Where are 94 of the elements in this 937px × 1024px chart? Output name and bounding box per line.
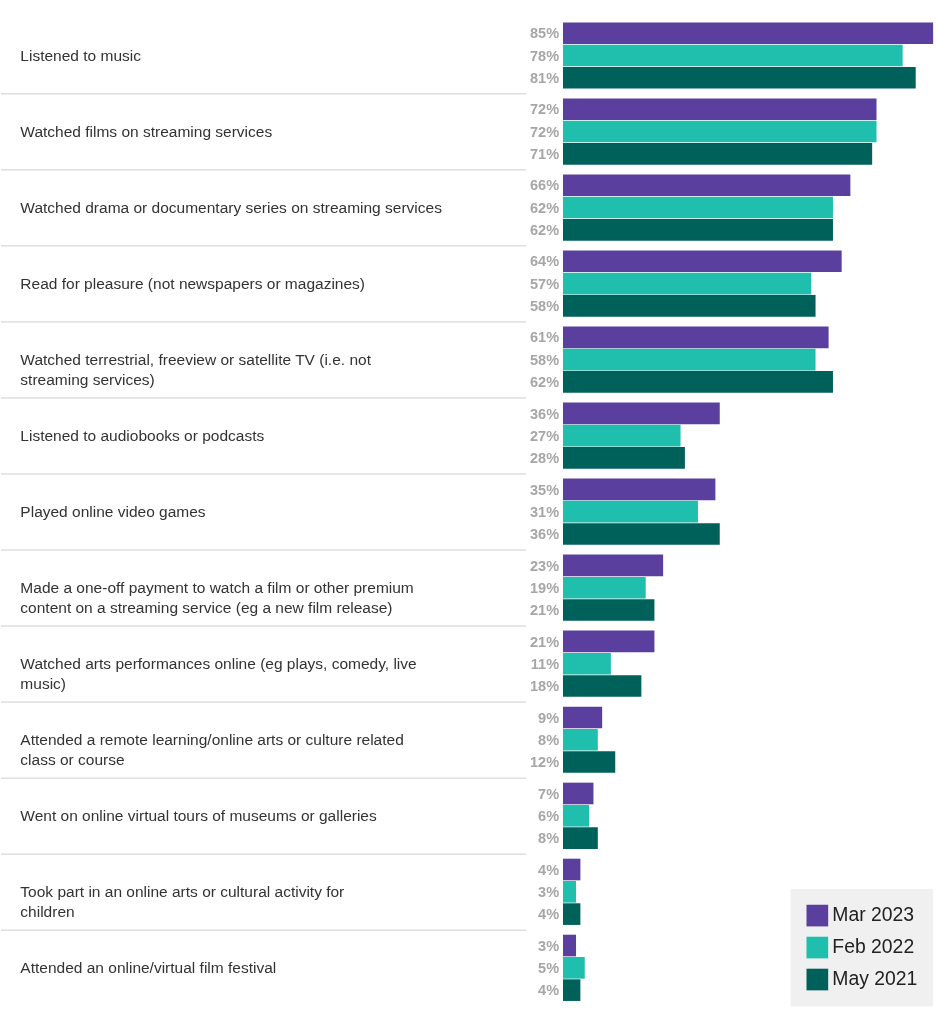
data-label: 5% <box>538 960 560 977</box>
y-tick-label: Watched drama or documentary series on streaming services <box>20 198 443 216</box>
data-label: 81% <box>530 69 560 86</box>
data-label: 3% <box>538 937 560 954</box>
bar <box>562 782 594 805</box>
y-tick-label: Went on online virtual tours of museums or galleries <box>20 806 377 824</box>
data-label: 66% <box>530 177 560 194</box>
bar <box>562 554 664 577</box>
y-tick-label: Watched films on streaming services <box>20 122 273 140</box>
bar <box>562 599 655 621</box>
data-label: 61% <box>530 329 560 346</box>
data-label: 85% <box>530 25 560 42</box>
y-tick-label: Attended a remote learning/online arts or culture related class or course <box>20 730 404 769</box>
data-label: 58% <box>530 298 560 315</box>
bar <box>562 174 851 197</box>
bar <box>562 500 698 523</box>
bar <box>562 196 833 219</box>
legend-label: Mar 2023 <box>832 903 915 926</box>
bar <box>562 706 603 729</box>
data-label: 8% <box>538 731 560 748</box>
data-label: 9% <box>538 709 560 726</box>
bar <box>562 424 681 447</box>
bar <box>562 903 581 925</box>
bar <box>562 880 577 903</box>
bar <box>562 804 590 827</box>
data-label: 6% <box>538 807 560 824</box>
data-label: 23% <box>530 557 560 574</box>
data-label: 72% <box>530 101 560 118</box>
data-label: 4% <box>538 982 560 999</box>
y-tick-label: Watched arts performances online (eg plays, comedy, live music) <box>20 654 417 693</box>
bar <box>562 827 598 849</box>
bar <box>562 728 598 751</box>
y-tick-label: Listened to audiobooks or podcasts <box>20 426 265 444</box>
data-label: 58% <box>530 351 560 368</box>
bar <box>562 478 716 501</box>
bar <box>562 295 816 317</box>
data-label: 62% <box>530 222 560 239</box>
data-label: 21% <box>530 602 560 619</box>
data-label: 21% <box>530 633 560 650</box>
y-tick-label: Watched terrestrial, freeview or satellite TV (i.e. not streaming services) <box>20 350 372 389</box>
bar <box>562 44 903 67</box>
data-label: 4% <box>538 906 560 923</box>
bar <box>562 751 616 773</box>
bar <box>562 219 833 241</box>
bar <box>562 272 812 295</box>
bar <box>562 143 873 165</box>
data-label: 18% <box>530 678 560 695</box>
data-label: 62% <box>530 374 560 391</box>
bar <box>562 348 816 371</box>
bar <box>562 326 829 349</box>
data-label: 71% <box>530 146 560 163</box>
data-label: 72% <box>530 123 560 140</box>
bar <box>562 447 685 469</box>
y-tick-label: Took part in an online arts or cultural activity for children <box>20 882 345 921</box>
bar <box>562 523 720 545</box>
data-label: 19% <box>530 579 560 596</box>
bar <box>562 652 611 675</box>
data-label: 28% <box>530 450 560 467</box>
data-label: 57% <box>530 275 560 292</box>
bar <box>562 675 642 697</box>
bar <box>562 250 842 273</box>
y-tick-label: Read for pleasure (not newspapers or magazines) <box>20 274 365 292</box>
bar <box>562 98 877 121</box>
data-label: 7% <box>538 785 560 802</box>
bar <box>562 979 581 1001</box>
y-tick-label: Made a one-off payment to watch a film or other premium content on a streaming service (eg a new film release) <box>20 578 414 617</box>
data-label: 36% <box>530 405 560 422</box>
data-label: 12% <box>530 754 560 771</box>
data-label: 31% <box>530 503 560 520</box>
legend-label: May 2021 <box>832 967 918 990</box>
bar <box>562 934 577 957</box>
bar <box>562 120 877 143</box>
bar <box>562 630 655 653</box>
bar <box>562 402 720 425</box>
data-label: 78% <box>530 47 560 64</box>
data-label: 4% <box>538 861 560 878</box>
bar <box>562 957 585 979</box>
data-label: 27% <box>530 427 560 444</box>
bar <box>562 371 833 393</box>
y-tick-label: Attended an online/virtual film festival <box>20 959 277 977</box>
legend-label: Feb 2022 <box>832 935 915 958</box>
bar <box>562 66 916 89</box>
data-label: 36% <box>530 526 560 543</box>
y-tick-label: Played online video games <box>20 502 206 520</box>
data-label: 35% <box>530 481 560 498</box>
data-label: 3% <box>538 883 560 900</box>
data-label: 64% <box>530 253 560 270</box>
bar <box>562 858 581 881</box>
data-label: 62% <box>530 199 560 216</box>
bar <box>562 22 934 45</box>
data-label: 11% <box>530 655 560 672</box>
data-label: 8% <box>538 830 560 847</box>
bar <box>562 576 646 599</box>
y-tick-label: Listened to music <box>20 46 142 64</box>
